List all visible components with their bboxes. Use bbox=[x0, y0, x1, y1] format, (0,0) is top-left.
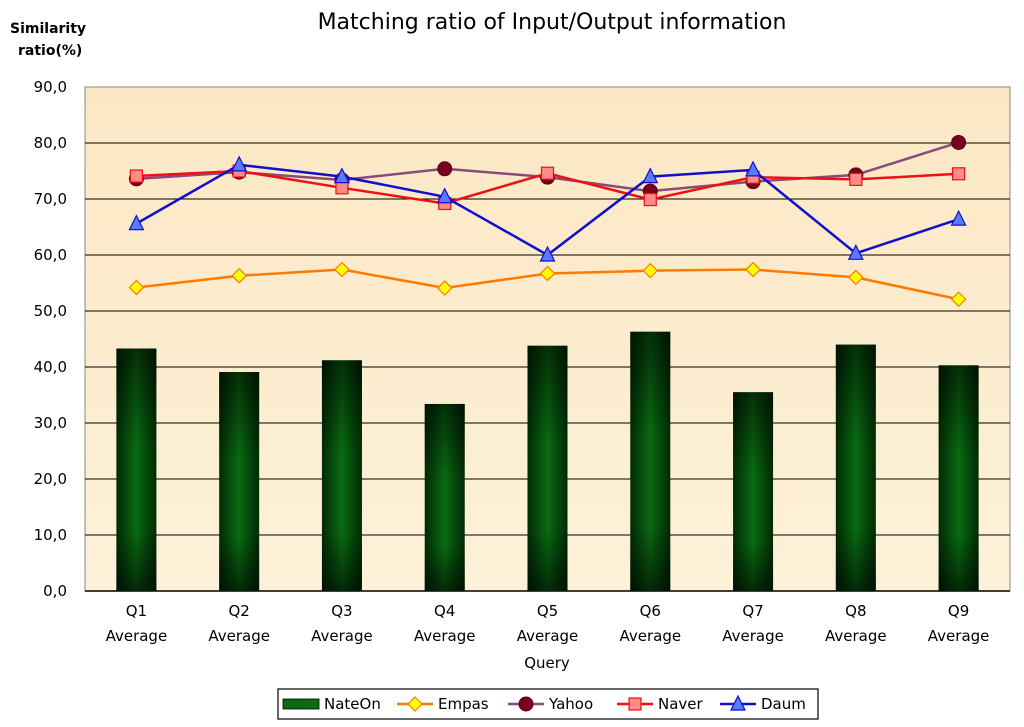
x-tick-label: Q5 bbox=[537, 602, 558, 620]
data-point bbox=[642, 262, 659, 279]
bar-shade bbox=[835, 344, 876, 591]
data-point bbox=[847, 243, 864, 260]
y-tick-label: 50,0 bbox=[34, 302, 67, 320]
series-daum bbox=[128, 155, 967, 262]
x-tick-label: Average bbox=[928, 627, 990, 645]
data-point bbox=[643, 192, 657, 207]
data-point bbox=[849, 172, 863, 186]
legend-label: Empas bbox=[438, 695, 489, 713]
x-tick-label: Average bbox=[619, 627, 681, 645]
legend-swatch bbox=[282, 698, 320, 710]
legend-label: Daum bbox=[761, 695, 806, 713]
x-tick-label: Q4 bbox=[434, 602, 455, 620]
bar-shade bbox=[733, 392, 774, 591]
data-point bbox=[333, 167, 350, 184]
y-tick-label: 40,0 bbox=[34, 358, 67, 376]
data-point bbox=[128, 279, 145, 296]
data-point bbox=[950, 209, 967, 226]
chart-title: Matching ratio of Input/Output informati… bbox=[318, 10, 787, 35]
y-tick-label: 90,0 bbox=[34, 78, 67, 96]
x-tick-label: Q3 bbox=[331, 602, 352, 620]
y-axis-label-line1: Similarity bbox=[10, 21, 86, 37]
x-tick-label: Average bbox=[414, 627, 476, 645]
legend: NateOn Empas Yahoo Naver Daum bbox=[277, 688, 819, 720]
data-point bbox=[745, 160, 762, 177]
data-point bbox=[335, 181, 349, 195]
data-point bbox=[539, 245, 556, 262]
x-tick-label: Average bbox=[722, 627, 784, 645]
x-tick-label: Average bbox=[106, 627, 168, 645]
bar-series bbox=[116, 331, 979, 591]
y-tick-label: 80,0 bbox=[34, 134, 67, 152]
series-naver bbox=[129, 164, 966, 211]
x-tick-label: Q8 bbox=[845, 602, 866, 620]
x-tick-label: Q1 bbox=[126, 602, 147, 620]
x-tick-label: Q6 bbox=[640, 602, 661, 620]
legend-label: Yahoo bbox=[548, 695, 593, 713]
x-tick-label: Average bbox=[208, 627, 270, 645]
y-tick-label: 30,0 bbox=[34, 414, 67, 432]
y-tick-label: 70,0 bbox=[34, 190, 67, 208]
x-tick-label: Q2 bbox=[228, 602, 249, 620]
data-point bbox=[952, 167, 966, 181]
x-tick-label: Average bbox=[311, 627, 373, 645]
bar-shade bbox=[219, 372, 260, 591]
legend-marker bbox=[518, 696, 534, 712]
data-point bbox=[334, 261, 350, 278]
bar-shade bbox=[938, 365, 979, 591]
x-tick-label: Q9 bbox=[948, 602, 969, 620]
legend-marker bbox=[628, 697, 642, 711]
data-point bbox=[642, 167, 659, 184]
line-series bbox=[128, 134, 967, 308]
data-point bbox=[745, 261, 761, 278]
legend-label: NateOn bbox=[324, 695, 381, 713]
x-tick-label: Average bbox=[517, 627, 579, 645]
y-axis-ticks: 0,0 10,0 20,0 30,0 40,0 50,0 60,0 70,0 80,0 90,0 bbox=[34, 78, 67, 600]
bar-shade bbox=[424, 403, 465, 591]
x-tick-label: Average bbox=[825, 627, 887, 645]
data-point bbox=[436, 187, 453, 204]
x-axis-labels: Q1 Average Q2 Average Q3 Average Q4 Average Q5 Av… bbox=[106, 602, 990, 645]
data-point bbox=[231, 267, 248, 284]
data-point bbox=[950, 291, 967, 308]
y-tick-label: 10,0 bbox=[34, 526, 67, 544]
data-point bbox=[129, 169, 143, 183]
series-empas bbox=[128, 261, 967, 308]
legend-marker bbox=[730, 694, 746, 711]
data-point bbox=[847, 269, 864, 286]
bar-shade bbox=[630, 331, 671, 591]
bar-shade bbox=[116, 348, 157, 591]
data-point bbox=[231, 155, 248, 172]
data-point bbox=[539, 265, 556, 282]
y-tick-label: 0,0 bbox=[43, 582, 67, 600]
data-point bbox=[128, 214, 145, 231]
x-tick-label: Q7 bbox=[742, 602, 763, 620]
y-tick-label: 60,0 bbox=[34, 246, 67, 264]
y-axis-label-line2: ratio(%) bbox=[18, 43, 82, 59]
legend-label: Naver bbox=[658, 695, 704, 713]
x-axis-label: Query bbox=[524, 654, 570, 672]
data-point bbox=[951, 134, 967, 150]
bar-shade bbox=[527, 345, 568, 591]
bar-shade bbox=[321, 360, 362, 591]
legend-marker bbox=[407, 696, 423, 712]
data-point bbox=[437, 161, 453, 177]
data-point bbox=[436, 280, 453, 296]
y-tick-label: 20,0 bbox=[34, 470, 67, 488]
data-point bbox=[540, 166, 555, 180]
